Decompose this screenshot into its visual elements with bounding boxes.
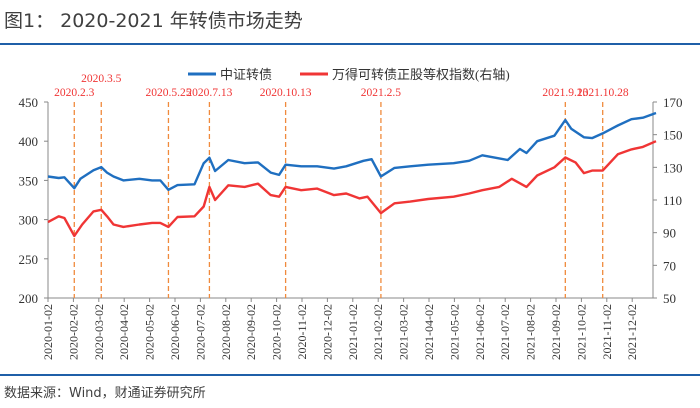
event-marker-label: 2020.3.5 [81,73,122,85]
x-tick-label: 2021-04-02 [422,304,436,360]
event-marker-label: 2021.9.13 [542,87,588,99]
x-tick-label: 2020-07-02 [193,304,207,360]
bottom-divider [0,374,700,376]
x-tick-label: 2021-07-02 [498,304,512,360]
legend-label-1: 中证转债 [220,67,272,82]
event-marker-label: 2021.10.28 [577,87,629,99]
event-marker-label: 2020.2.3 [54,87,95,99]
chart: 200 250 300 350 400 450 50 70 90 110 130 150 170 2020… [19,67,683,360]
right-tick-label: 150 [663,128,683,143]
figure-title: 图1： 2020-2021 年转债市场走势 [4,10,303,32]
right-tick-label: 130 [663,160,683,175]
right-tick-label: 50 [663,291,676,306]
x-tick-label: 2021-08-02 [524,304,538,360]
x-tick-label: 2020-04-02 [117,304,131,360]
right-tick-label: 110 [663,193,682,208]
left-tick-label: 250 [19,252,39,267]
event-marker-label: 2020.7.13 [186,87,232,99]
event-marker-label: 2021.2.5 [361,87,402,99]
source-note: 数据来源：Wind，财通证券研究所 [4,386,206,401]
x-tick-label: 2020-02-02 [66,304,80,360]
series-line-1 [47,111,657,191]
left-tick-label: 350 [19,173,39,188]
legend-label-2: 万得可转债正股等权指数(右轴) [332,67,510,82]
event-marker-label: 2020.5.25 [145,87,191,99]
left-tick-label: 300 [19,213,39,228]
left-tick-label: 450 [19,95,39,110]
x-tick-label: 2020-03-02 [92,304,106,360]
top-divider [0,43,700,45]
x-tick-label: 2021-11-02 [600,304,614,360]
x-tick-label: 2020-12-02 [320,304,334,360]
right-tick-label: 90 [663,226,676,241]
event-marker-label: 2020.10.13 [260,87,312,99]
x-tick-label: 2021-02-02 [371,304,385,360]
x-tick-label: 2021-01-02 [346,304,360,360]
x-tick-label: 2020-09-02 [244,304,258,360]
right-tick-label: 170 [663,95,683,110]
x-tick-label: 2020-08-02 [219,304,233,360]
left-tick-label: 200 [19,291,39,306]
x-tick-label: 2020-11-02 [295,304,309,360]
left-tick-label: 400 [19,134,39,149]
x-tick-label: 2021-05-02 [447,304,461,360]
x-tick-label: 2020-10-02 [270,304,284,360]
x-tick-label: 2021-10-02 [574,304,588,360]
x-tick-label: 2020-05-02 [143,304,157,360]
x-tick-label: 2021-12-02 [625,304,639,360]
x-tick-label: 2021-09-02 [549,304,563,360]
series-line-2 [47,140,657,238]
x-tick-label: 2021-06-02 [473,304,487,360]
right-tick-label: 70 [663,258,676,273]
x-tick-label: 2020-01-02 [41,304,55,360]
x-tick-label: 2021-03-02 [397,304,411,360]
x-tick-label: 2020-06-02 [168,304,182,360]
